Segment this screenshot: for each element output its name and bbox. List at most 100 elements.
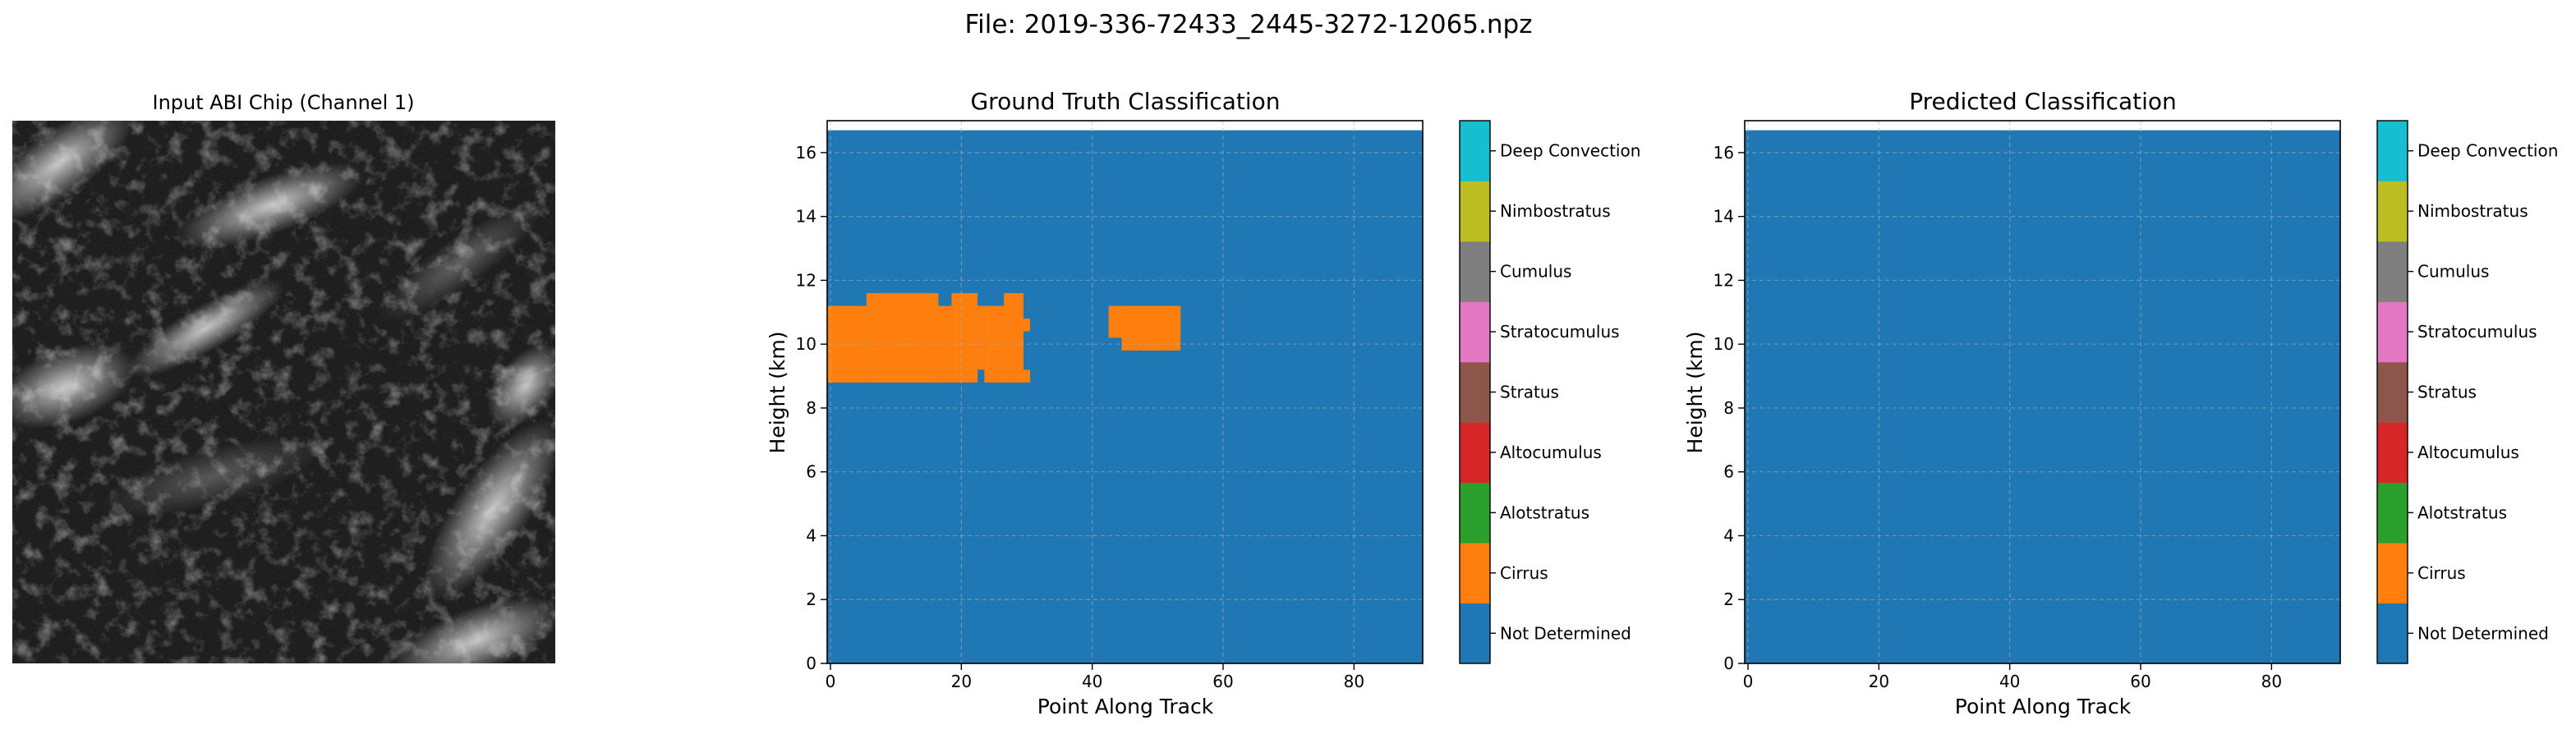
gt-ytick-label: 6	[806, 462, 816, 482]
gt-colorbar-frame	[1459, 120, 1491, 664]
gt-gap-5	[1024, 305, 1030, 319]
ground-truth-frame	[826, 120, 1424, 664]
gt-ytick-label: 16	[796, 143, 816, 163]
gt-colorbar-swatch	[1460, 181, 1490, 242]
pr-ytick-label: 8	[1723, 398, 1734, 418]
gt-region-11	[1121, 305, 1181, 351]
pr-colorbar-label: Not Determined	[2417, 623, 2549, 643]
gt-ytick-label: 10	[796, 334, 816, 354]
pr-colorbar-label: Stratocumulus	[2417, 322, 2537, 342]
pr-xtick-label: 20	[1869, 672, 1889, 691]
predicted-axes: 0 20 40 60 80 0 2 4 6 8 10 12 14 16	[1714, 143, 2283, 691]
gt-colorbar-swatch	[1460, 543, 1490, 604]
pr-colorbar-swatch	[2377, 543, 2408, 604]
pr-ytick-label: 10	[1714, 334, 1734, 354]
gt-colorbar-swatch	[1460, 603, 1490, 664]
ground-truth-colorbar: Not Determined Cirrus Alotstratus Altocumul…	[1459, 120, 1640, 664]
pr-colorbar-label: Alotstratus	[2417, 502, 2507, 522]
input-image-panel: Input ABI Chip (Channel 1)	[12, 91, 555, 663]
gt-ytick-label: 14	[796, 207, 816, 227]
pr-xtick-label: 80	[2261, 672, 2282, 691]
pr-colorbar-swatch	[2377, 603, 2408, 664]
gt-region-9	[1024, 319, 1030, 332]
pr-ytick-label: 14	[1714, 207, 1734, 227]
predicted-grid	[1745, 121, 2340, 664]
pr-ytick-label: 4	[1723, 525, 1734, 545]
gt-colorbar-swatch	[1460, 422, 1490, 484]
gt-colorbar-label: Stratus	[1500, 383, 1559, 402]
gt-colorbar-label: Not Determined	[1500, 623, 1631, 643]
pr-colorbar-label: Stratus	[2417, 383, 2477, 402]
gt-xtick-label: 40	[1082, 672, 1102, 691]
gt-region-4	[978, 305, 985, 370]
gt-colorbar-label: Altocumulus	[1500, 443, 1602, 462]
gt-ytick-label: 8	[806, 398, 816, 418]
gt-colorbar-swatch	[1460, 121, 1490, 181]
gt-region-10	[1108, 305, 1122, 338]
predicted-panel: Predicted Classification 0 20 40 60 80 0 2 4 6 8 1…	[1683, 88, 2558, 718]
gt-colorbar-label: Cirrus	[1500, 563, 1548, 583]
pr-xtick-label: 40	[1999, 672, 2020, 691]
pr-colorbar-label: Nimbostratus	[2417, 201, 2528, 221]
gt-gap-1	[938, 292, 952, 306]
gt-region-8	[1024, 369, 1030, 383]
gt-colorbar-swatch	[1460, 361, 1490, 423]
pr-colorbar-swatch	[2377, 181, 2408, 242]
ground-truth-panel: Ground Truth Classification 0 20 40 60 80 0 2 4…	[766, 88, 1640, 718]
pr-colorbar-swatch	[2377, 301, 2408, 363]
pr-ytick-label: 6	[1723, 462, 1734, 482]
gt-colorbar-swatch	[1460, 301, 1490, 363]
gt-colorbar-label: Cumulus	[1500, 262, 1571, 282]
pr-xtick-label: 60	[2130, 672, 2150, 691]
pr-colorbar-swatch	[2377, 121, 2408, 181]
input-image-title: Input ABI Chip (Channel 1)	[152, 91, 414, 114]
predicted-data	[1745, 130, 2340, 664]
pr-ytick-label: 0	[1723, 654, 1734, 673]
gt-colorbar-label: Alotstratus	[1500, 502, 1589, 522]
ground-truth-title: Ground Truth Classification	[970, 88, 1280, 115]
gt-ytick-label: 12	[796, 270, 816, 290]
pr-colorbar-swatch	[2377, 482, 2408, 544]
predicted-title: Predicted Classification	[1909, 88, 2177, 115]
gt-xtick-label: 20	[951, 672, 972, 691]
ground-truth-axes: 0 20 40 60 80 0 2 4 6 8 10 12 14 16	[796, 143, 1365, 691]
pr-colorbar-swatch	[2377, 361, 2408, 423]
gt-xtick-label: 80	[1344, 672, 1364, 691]
gt-region-7	[1010, 292, 1024, 383]
gt-gap-2	[978, 292, 985, 306]
ground-truth-data	[827, 130, 1423, 664]
gt-region-3	[951, 292, 978, 383]
pr-background-cell	[1745, 130, 2340, 664]
predicted-ylabel: Height (km)	[1683, 332, 1707, 454]
pr-colorbar-label: Deep Convection	[2417, 141, 2558, 161]
gt-gap-0	[978, 369, 985, 383]
pr-ytick-label: 12	[1714, 270, 1734, 290]
predicted-frame	[1744, 120, 2341, 664]
gt-colorbar-label: Deep Convection	[1500, 141, 1640, 161]
gt-colorbar-swatch	[1460, 241, 1490, 302]
figure-title: File: 2019-336-72433_2445-3272-12065.npz	[965, 10, 1533, 39]
pr-colorbar-label: Cumulus	[2417, 262, 2489, 282]
pr-ytick-label: 2	[1723, 589, 1734, 609]
gt-xtick-label: 60	[1212, 672, 1233, 691]
gt-ytick-label: 2	[806, 589, 816, 609]
gt-background-cell	[827, 130, 1423, 664]
gt-region-6	[997, 292, 1011, 383]
ground-truth-xlabel: Point Along Track	[1037, 695, 1214, 718]
predicted-colorbar: Not Determined Cirrus Alotstratus Altocumul…	[2376, 120, 2558, 664]
gt-xtick-label: 0	[826, 672, 836, 691]
gt-region-2	[938, 305, 952, 383]
gt-gap-4	[1024, 292, 1030, 306]
gt-ytick-label: 4	[806, 525, 816, 545]
gt-colorbar-label: Stratocumulus	[1500, 322, 1620, 342]
pr-colorbar-swatch	[2377, 241, 2408, 302]
gt-gap-3	[997, 292, 1005, 306]
predicted-xlabel: Point Along Track	[1955, 695, 2132, 718]
pr-colorbar-frame	[2376, 120, 2408, 664]
gt-colorbar-swatch	[1460, 482, 1490, 544]
pr-colorbar-label: Cirrus	[2417, 563, 2466, 583]
gt-colorbar-label: Nimbostratus	[1500, 201, 1611, 221]
gt-gap-6	[1024, 331, 1030, 370]
pr-ytick-label: 16	[1714, 143, 1734, 163]
